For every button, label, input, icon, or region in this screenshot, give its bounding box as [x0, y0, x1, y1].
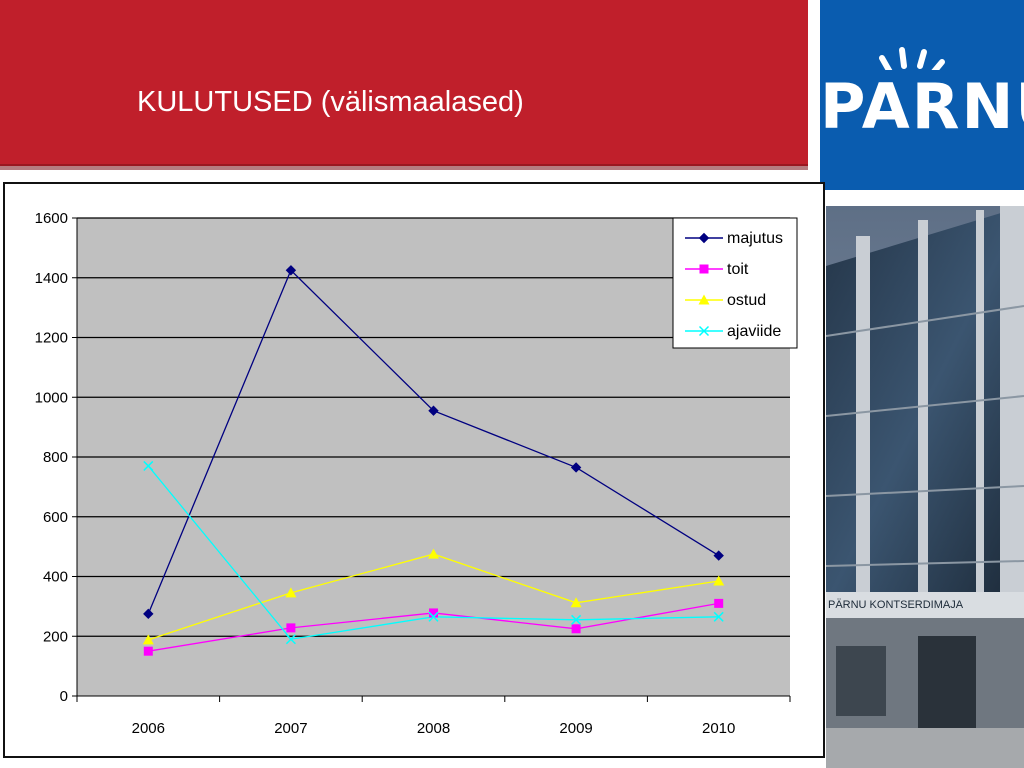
- building-sign: PÄRNU KONTSERDIMAJA: [828, 599, 964, 611]
- legend-label: toit: [727, 261, 749, 278]
- x-tick-label: 2007: [274, 720, 307, 737]
- data-point-toit: [143, 646, 153, 656]
- legend-label: majutus: [727, 230, 783, 247]
- legend-marker-majutus: [698, 232, 710, 244]
- data-point-ostud: [285, 587, 297, 598]
- legend-marker-ajaviide: [698, 325, 710, 337]
- data-point-majutus: [428, 405, 439, 416]
- data-point-ajaviide: [713, 611, 724, 622]
- y-tick-label: 0: [60, 688, 68, 705]
- legend-label: ostud: [727, 292, 766, 309]
- data-point-ajaviide: [571, 614, 582, 625]
- legend-marker-toit: [699, 264, 709, 274]
- data-point-ostud: [570, 597, 582, 608]
- y-tick-label: 600: [43, 509, 68, 526]
- x-tick-label: 2010: [702, 720, 735, 737]
- title-banner: [0, 0, 808, 166]
- data-point-majutus: [143, 608, 154, 620]
- logo-text: PARNU: [820, 70, 1024, 143]
- data-point-majutus: [713, 550, 724, 561]
- data-point-ajaviide: [428, 611, 439, 622]
- data-point-majutus: [570, 462, 582, 473]
- y-tick-label: 1400: [35, 270, 68, 287]
- concert-hall-photo: PÄRNU KONTSERDIMAJA: [826, 206, 1024, 768]
- data-point-toit: [286, 623, 296, 633]
- data-point-toit: [571, 624, 581, 634]
- y-tick-label: 1200: [35, 330, 68, 347]
- y-tick-label: 200: [43, 628, 68, 645]
- data-point-majutus: [285, 265, 297, 276]
- data-point-ajaviide: [143, 460, 154, 471]
- data-point-toit: [714, 598, 724, 608]
- chart-frame: 0 200 400 600 800 1000 1200 1400 1600 2006 2007 20…: [3, 182, 825, 758]
- y-tick-label: 400: [43, 569, 68, 586]
- y-tick-label: 1600: [35, 210, 68, 227]
- slide-title: KULUTUSED (välismaalased): [137, 86, 524, 118]
- data-point-ostud: [713, 575, 725, 586]
- legend-box: [672, 217, 798, 349]
- legend-marker-ostud: [698, 294, 710, 305]
- title-banner-shadow: [0, 164, 808, 170]
- parnu-logo: PARNU: [820, 0, 1024, 190]
- legend: majutus toit ostud ajaviide: [672, 217, 798, 349]
- data-point-toit: [429, 608, 438, 618]
- legend-label: ajaviide: [727, 323, 781, 340]
- data-point-ostud: [142, 634, 154, 645]
- y-tick-label: 800: [43, 449, 68, 466]
- x-tick-label: 2008: [417, 720, 450, 737]
- x-tick-label: 2009: [559, 720, 592, 737]
- data-point-ajaviide: [285, 634, 296, 645]
- sun-rays-icon: [879, 47, 945, 70]
- data-point-ostud: [428, 548, 439, 559]
- y-tick-label: 1000: [35, 389, 68, 406]
- x-tick-label: 2006: [132, 720, 165, 737]
- line-chart: 0 200 400 600 800 1000 1200 1400 1600 2006 2007 20…: [35, 210, 798, 737]
